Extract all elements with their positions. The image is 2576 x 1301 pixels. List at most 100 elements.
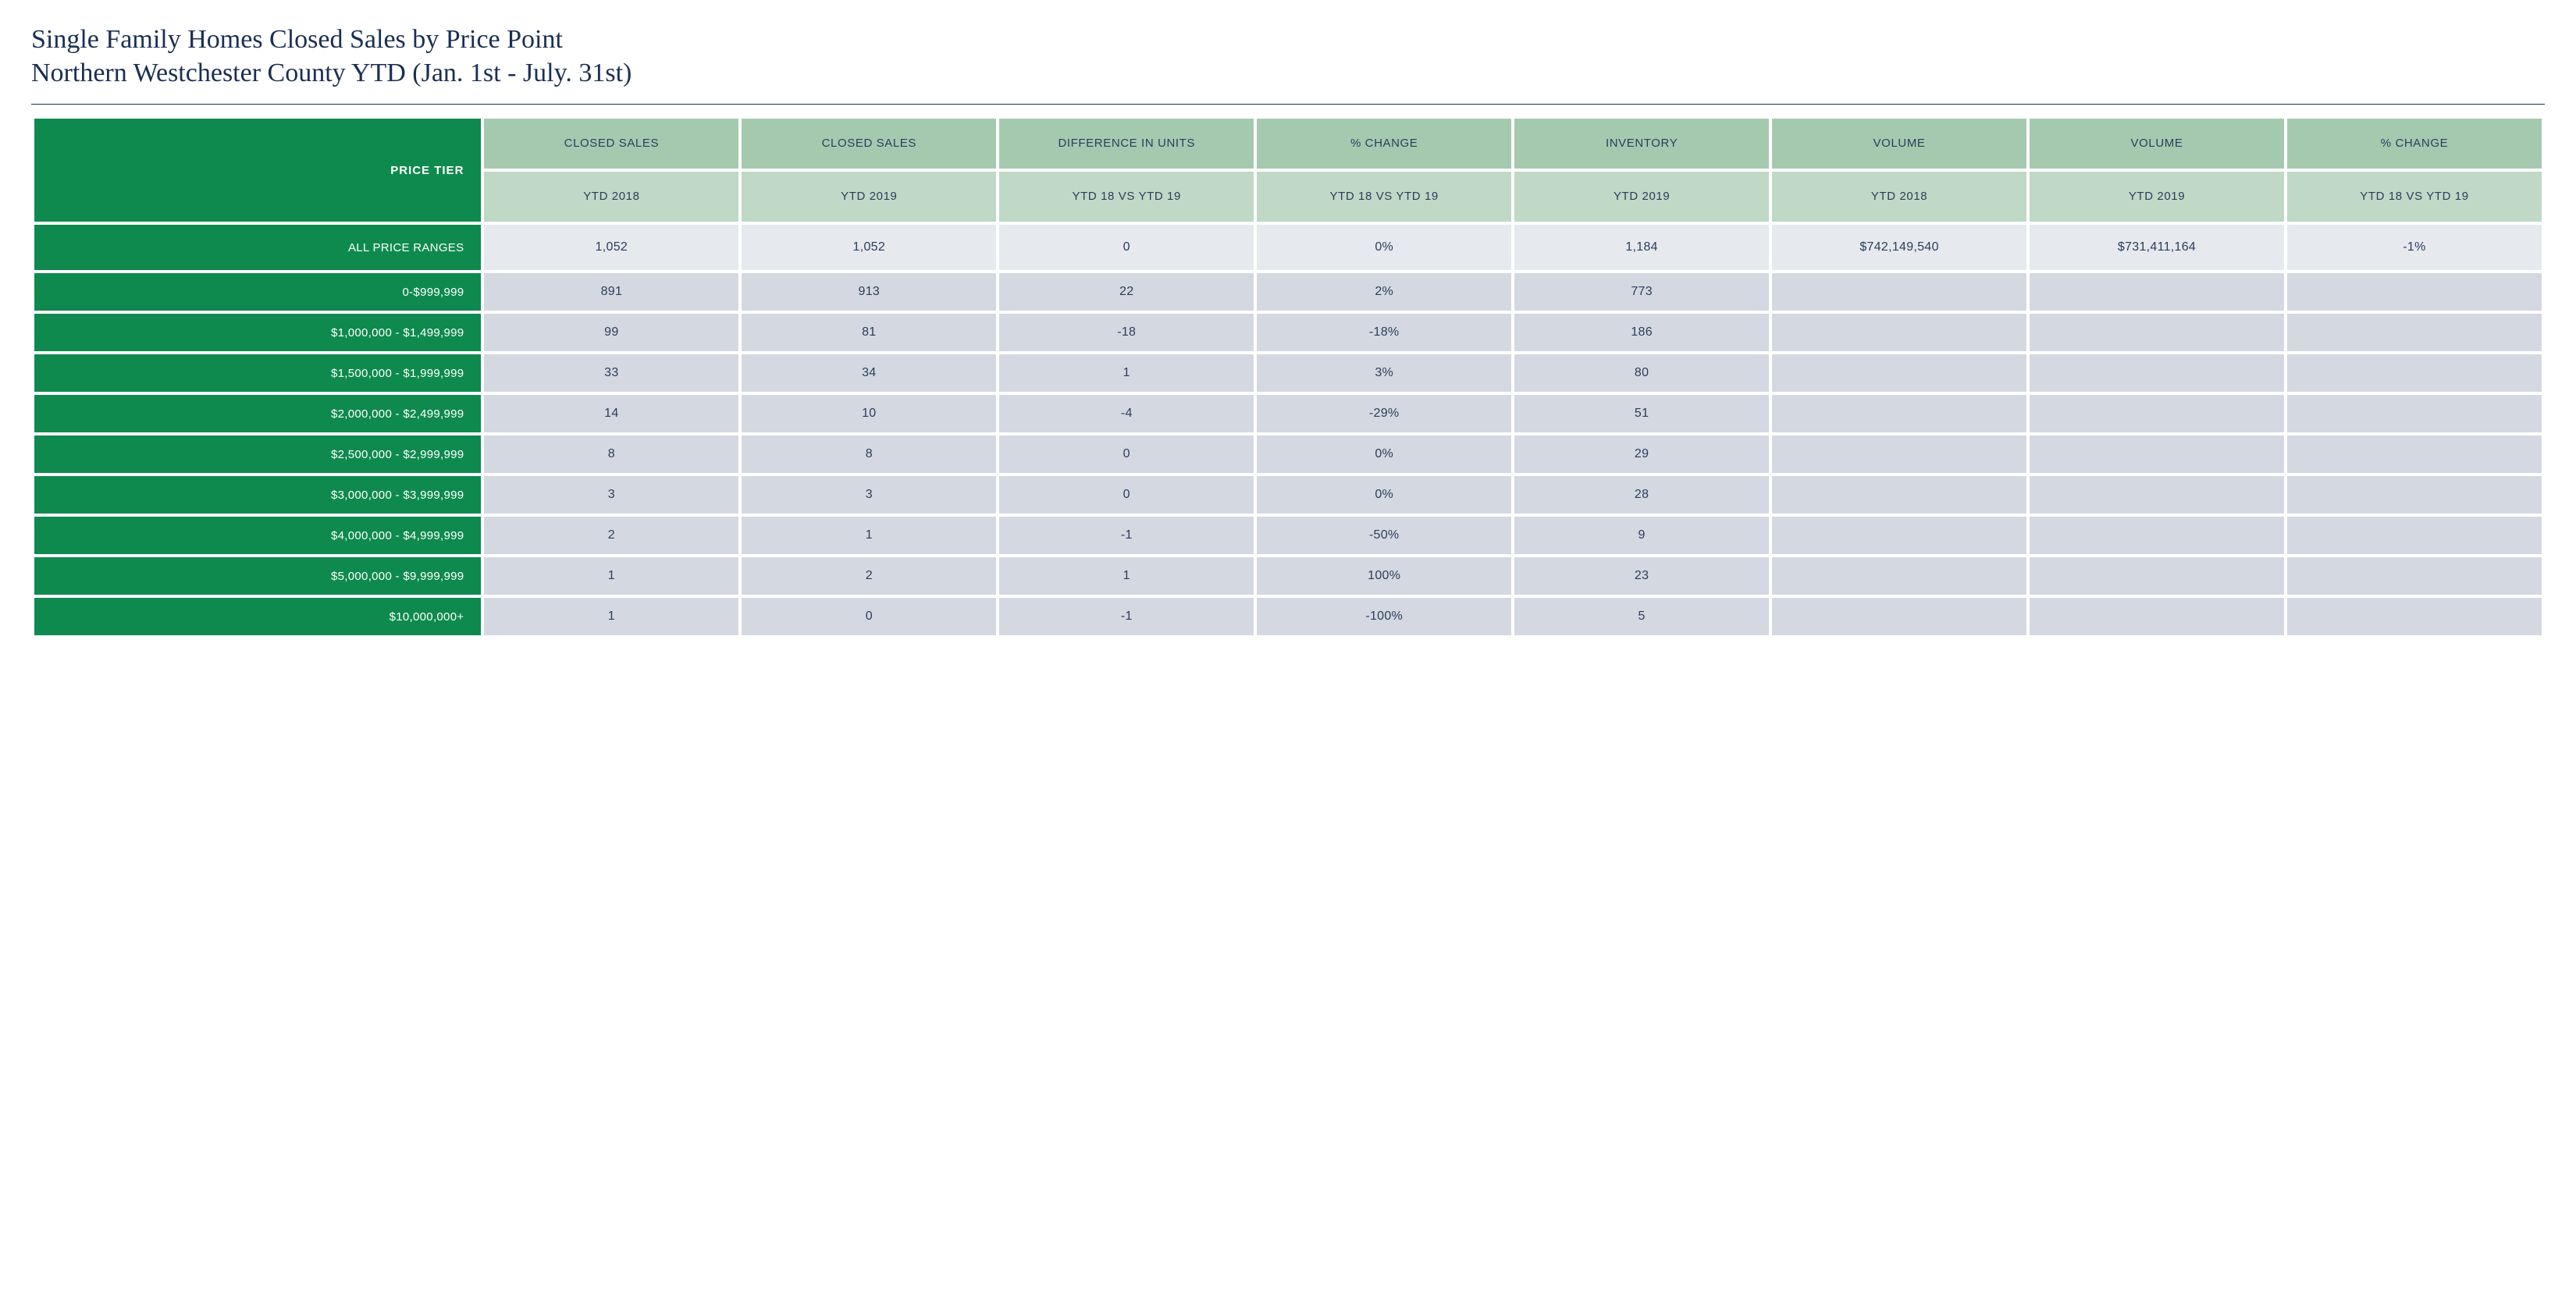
data-cell: 2: [484, 517, 738, 554]
col-header-bot: YTD 2019: [742, 172, 996, 222]
data-cell: -1: [999, 598, 1254, 635]
data-cell: 1,184: [1514, 225, 1769, 270]
col-header-bot: YTD 2019: [2030, 172, 2284, 222]
data-cell: 2: [742, 557, 996, 595]
data-cell: [2030, 395, 2284, 432]
data-cell: 2%: [1257, 273, 1511, 311]
col-header-top: % CHANGE: [1257, 119, 1511, 169]
data-cell: [2287, 476, 2542, 514]
data-cell: 1: [999, 354, 1254, 392]
data-cell: [2030, 598, 2284, 635]
data-cell: [1772, 314, 2026, 351]
data-cell: [1772, 598, 2026, 635]
table-row: 0-$999,999891913222%773: [34, 273, 2542, 311]
data-cell: [2030, 517, 2284, 554]
row-header: $1,500,000 - $1,999,999: [34, 354, 481, 392]
row-header: ALL PRICE RANGES: [34, 225, 481, 270]
data-cell: [2287, 354, 2542, 392]
data-cell: $742,149,540: [1772, 225, 2026, 270]
row-header: $3,000,000 - $3,999,999: [34, 476, 481, 514]
table-head: PRICE TIER CLOSED SALES CLOSED SALES DIF…: [34, 119, 2542, 222]
data-cell: [2030, 354, 2284, 392]
col-header-top: % CHANGE: [2287, 119, 2542, 169]
data-cell: 1: [742, 517, 996, 554]
col-header-bot: YTD 18 VS YTD 19: [1257, 172, 1511, 222]
data-cell: [2287, 395, 2542, 432]
sales-table: PRICE TIER CLOSED SALES CLOSED SALES DIF…: [31, 116, 2545, 638]
data-cell: 0%: [1257, 225, 1511, 270]
data-cell: 3: [484, 476, 738, 514]
data-cell: [1772, 557, 2026, 595]
data-cell: [2030, 273, 2284, 311]
data-cell: 0%: [1257, 435, 1511, 473]
data-cell: 51: [1514, 395, 1769, 432]
data-cell: 913: [742, 273, 996, 311]
data-cell: [1772, 476, 2026, 514]
data-cell: [2287, 557, 2542, 595]
table-row: $1,500,000 - $1,999,999333413%80: [34, 354, 2542, 392]
table-row: $5,000,000 - $9,999,999121100%23: [34, 557, 2542, 595]
row-header: $2,000,000 - $2,499,999: [34, 395, 481, 432]
row-header: 0-$999,999: [34, 273, 481, 311]
row-header: $2,500,000 - $2,999,999: [34, 435, 481, 473]
row-header: $1,000,000 - $1,499,999: [34, 314, 481, 351]
col-header-bot: YTD 2018: [1772, 172, 2026, 222]
data-cell: [1772, 273, 2026, 311]
data-cell: 100%: [1257, 557, 1511, 595]
title-line-2: Northern Westchester County YTD (Jan. 1s…: [31, 57, 2545, 91]
data-cell: 34: [742, 354, 996, 392]
data-cell: 1,052: [742, 225, 996, 270]
data-cell: 5: [1514, 598, 1769, 635]
table-row: $3,000,000 - $3,999,9993300%28: [34, 476, 2542, 514]
data-cell: [2287, 273, 2542, 311]
data-cell: -29%: [1257, 395, 1511, 432]
col-header-top: INVENTORY: [1514, 119, 1769, 169]
data-cell: 14: [484, 395, 738, 432]
data-cell: 0%: [1257, 476, 1511, 514]
data-cell: 8: [484, 435, 738, 473]
row-header: $10,000,000+: [34, 598, 481, 635]
data-cell: $731,411,164: [2030, 225, 2284, 270]
data-cell: -18: [999, 314, 1254, 351]
data-cell: 3: [742, 476, 996, 514]
data-cell: 8: [742, 435, 996, 473]
data-cell: [2287, 598, 2542, 635]
title-block: Single Family Homes Closed Sales by Pric…: [31, 23, 2545, 90]
title-rule: [31, 104, 2545, 105]
data-cell: [2030, 314, 2284, 351]
data-cell: 773: [1514, 273, 1769, 311]
table-body: ALL PRICE RANGES1,0521,05200%1,184$742,1…: [34, 225, 2542, 635]
data-cell: [2030, 557, 2284, 595]
data-cell: [1772, 395, 2026, 432]
table-row: $4,000,000 - $4,999,99921-1-50%9: [34, 517, 2542, 554]
table-row: $2,500,000 - $2,999,9998800%29: [34, 435, 2542, 473]
data-cell: [2287, 435, 2542, 473]
data-cell: 80: [1514, 354, 1769, 392]
data-cell: 23: [1514, 557, 1769, 595]
col-header-top: CLOSED SALES: [742, 119, 996, 169]
col-header-bot: YTD 18 VS YTD 19: [2287, 172, 2542, 222]
row-header: $4,000,000 - $4,999,999: [34, 517, 481, 554]
data-cell: [2030, 476, 2284, 514]
table-row: $2,000,000 - $2,499,9991410-4-29%51: [34, 395, 2542, 432]
data-cell: 81: [742, 314, 996, 351]
data-cell: 22: [999, 273, 1254, 311]
data-cell: -4: [999, 395, 1254, 432]
data-cell: 186: [1514, 314, 1769, 351]
col-header-top: DIFFERENCE IN UNITS: [999, 119, 1254, 169]
data-cell: [2287, 314, 2542, 351]
data-cell: 1: [999, 557, 1254, 595]
data-cell: 1: [484, 598, 738, 635]
data-cell: [1772, 435, 2026, 473]
data-cell: 1,052: [484, 225, 738, 270]
data-cell: 0: [999, 225, 1254, 270]
data-cell: 99: [484, 314, 738, 351]
data-cell: 28: [1514, 476, 1769, 514]
data-cell: 0: [742, 598, 996, 635]
row-header: $5,000,000 - $9,999,999: [34, 557, 481, 595]
data-cell: 0: [999, 476, 1254, 514]
data-cell: -100%: [1257, 598, 1511, 635]
data-cell: [2030, 435, 2284, 473]
header-row-top: PRICE TIER CLOSED SALES CLOSED SALES DIF…: [34, 119, 2542, 169]
table-row: ALL PRICE RANGES1,0521,05200%1,184$742,1…: [34, 225, 2542, 270]
